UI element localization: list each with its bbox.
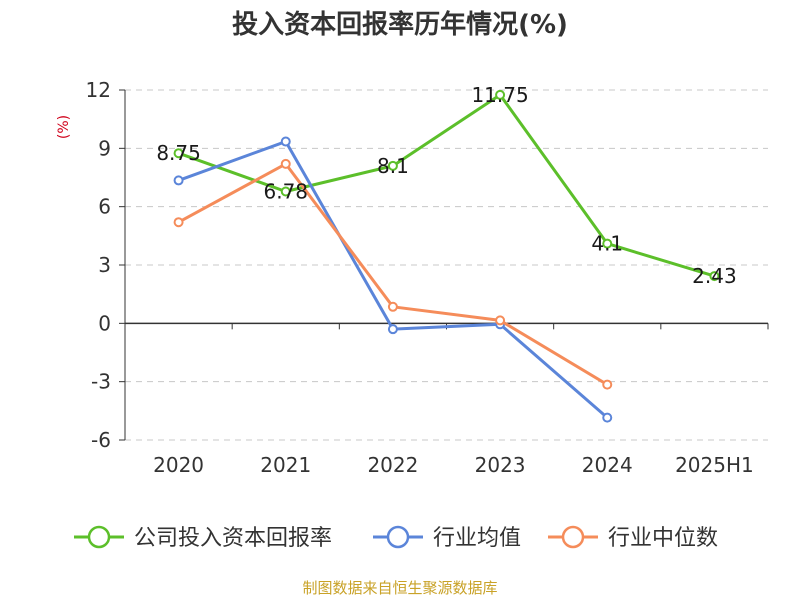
data-label: 2.43 [692,264,737,288]
y-tick-label: 3 [98,253,111,277]
grid-lines [125,89,768,441]
y-axis-unit-label: (%) [56,115,72,139]
data-label: 8.75 [156,141,201,165]
legend-label: 公司投入资本回报率 [134,526,332,551]
data-point [280,158,291,169]
data-point [709,271,720,282]
x-tick-label: 2024 [582,453,633,477]
y-tick-label: 12 [86,78,111,102]
series-lines [173,89,720,423]
data-point [280,136,291,147]
legend-label: 行业中位数 [608,526,718,551]
data-point [387,160,398,171]
data-point [280,186,291,197]
legend-marker [386,525,410,549]
legend-marker [561,525,585,549]
chart-title: 投入资本回报率历年情况(%) [232,9,568,40]
data-point [173,148,184,159]
x-tick-label: 2020 [153,453,204,477]
legend-label: 行业均值 [433,526,521,551]
series-line-1 [178,93,715,278]
data-point [387,301,398,312]
data-labels: 8.75 6.78 8.1 11.75 4.1 2.43 [156,83,736,288]
data-point [602,412,613,423]
y-tick-label: -3 [91,370,111,394]
data-point [173,217,184,228]
data-point [495,315,506,326]
axes: -6 -3 0 3 6 9 12 2020 2021 2022 2023 2024 2025H1 [86,78,769,477]
x-tick-label: 2025H1 [675,453,754,477]
data-label: 4.1 [591,232,623,256]
legend: 公司投入资本回报率 行业均值 行业中位数 [74,525,718,551]
series-line-2 [178,140,609,419]
y-tick-label: 6 [98,195,111,219]
series-line-3 [177,162,609,386]
data-point [173,175,184,186]
data-point [602,238,613,249]
x-tick-label: 2022 [367,453,418,477]
legend-marker [87,525,111,549]
x-tick-label: 2021 [260,453,311,477]
data-label: 6.78 [263,180,308,204]
data-point [387,324,398,335]
y-tick-label: 9 [98,136,111,160]
data-point [495,89,506,100]
source-footer: 制图数据来自恒生聚源数据库 [302,579,497,597]
data-label: 11.75 [471,83,528,107]
data-label: 8.1 [377,154,409,178]
y-tick-label: 0 [98,311,111,335]
y-tick-label: -6 [91,428,111,452]
x-tick-label: 2023 [475,453,526,477]
data-point [602,379,613,390]
